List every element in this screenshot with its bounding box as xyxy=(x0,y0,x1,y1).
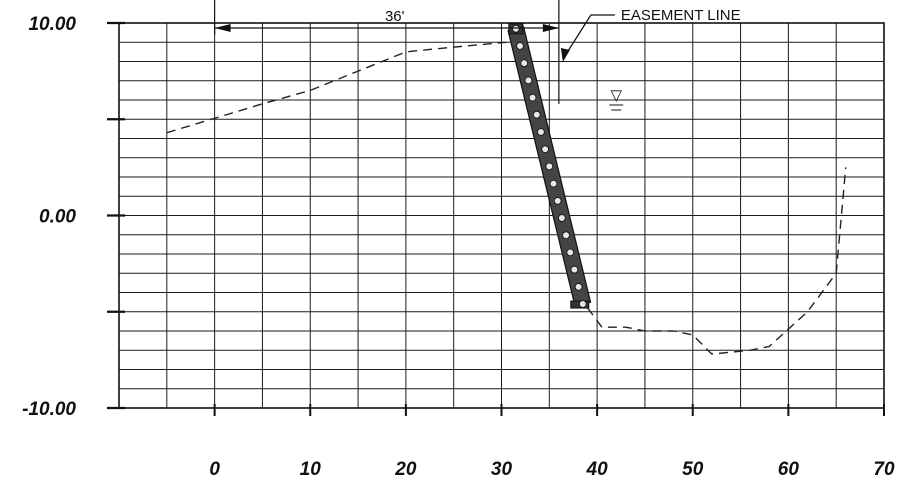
annotation-layer: 36' EASEMENT LINE ▽ xyxy=(214,0,741,111)
riprap-stone xyxy=(574,283,583,291)
x-tick-label: 70 xyxy=(873,459,895,480)
ground-profile-line xyxy=(587,167,847,355)
series-layer xyxy=(166,23,847,355)
easement-leader-arrow xyxy=(560,48,570,62)
riprap-stone xyxy=(558,214,566,222)
easement-label: EASEMENT LINE xyxy=(621,7,741,24)
riprap-stone xyxy=(566,248,575,257)
riprap-stone xyxy=(532,110,541,119)
dimension-arrow-right xyxy=(542,24,559,32)
riprap-stone xyxy=(541,145,549,154)
riprap-stone xyxy=(512,24,520,33)
riprap-stone xyxy=(570,265,579,274)
riprap-stone xyxy=(578,300,587,308)
riprap-stone xyxy=(553,197,562,205)
dimension-arrow-left xyxy=(214,24,231,32)
water-level-icon: ▽ xyxy=(610,87,622,104)
y-tick-label: 0.00 xyxy=(39,207,76,228)
axes xyxy=(107,21,885,416)
x-tick-label: 10 xyxy=(300,459,322,480)
riprap-stone xyxy=(524,76,533,85)
x-tick-label: 30 xyxy=(491,459,513,480)
tick-layer: 10.00 0.00 -10.00 0 10 20 30 40 50 60 70 xyxy=(22,14,895,480)
riprap-stone xyxy=(516,42,524,50)
riprap-stone xyxy=(545,162,554,171)
y-tick-label: 10.00 xyxy=(28,14,76,35)
x-tick-label: 50 xyxy=(682,459,704,480)
riprap-stone xyxy=(562,231,570,240)
grid xyxy=(118,22,885,409)
x-tick-label: 60 xyxy=(778,459,800,480)
riprap-stone xyxy=(549,179,558,188)
x-tick-label: 40 xyxy=(586,459,609,480)
riprap-stone xyxy=(537,128,545,136)
dimension-label: 36' xyxy=(385,8,405,25)
riprap-stone xyxy=(520,59,529,67)
easement-leader-diagonal xyxy=(564,14,592,57)
ground-profile-line xyxy=(166,41,507,134)
y-tick-label: -10.00 xyxy=(22,399,76,420)
x-tick-label: 20 xyxy=(394,459,417,480)
x-tick-label: 0 xyxy=(209,459,220,480)
riprap-stone xyxy=(528,93,537,102)
